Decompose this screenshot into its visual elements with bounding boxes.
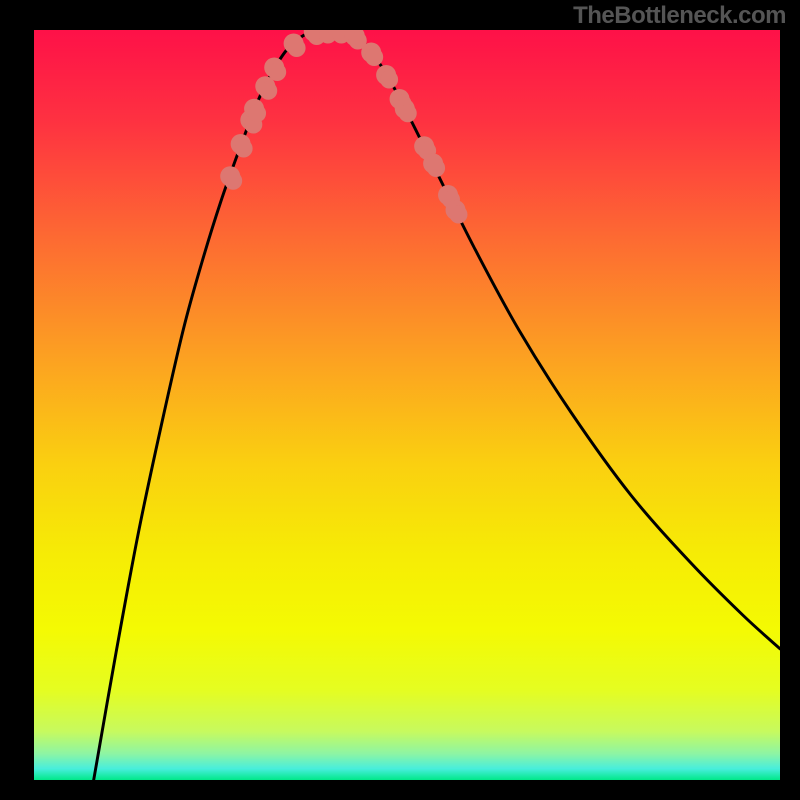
plot-frame <box>0 0 800 800</box>
data-marker <box>259 82 277 100</box>
data-marker <box>380 71 398 89</box>
curve-left <box>94 30 318 780</box>
data-marker <box>427 159 445 177</box>
data-marker <box>399 104 417 122</box>
curve-right <box>347 30 780 649</box>
data-marker <box>224 172 242 190</box>
watermark-text: TheBottleneck.com <box>573 2 786 30</box>
data-marker <box>288 39 306 57</box>
data-marker <box>268 63 286 81</box>
data-marker <box>235 140 253 158</box>
bottleneck-curve-chart <box>34 30 780 780</box>
marker-group <box>220 30 467 224</box>
data-marker <box>365 48 383 66</box>
data-marker <box>449 206 467 224</box>
plot-area <box>34 30 780 780</box>
data-marker <box>248 104 266 122</box>
